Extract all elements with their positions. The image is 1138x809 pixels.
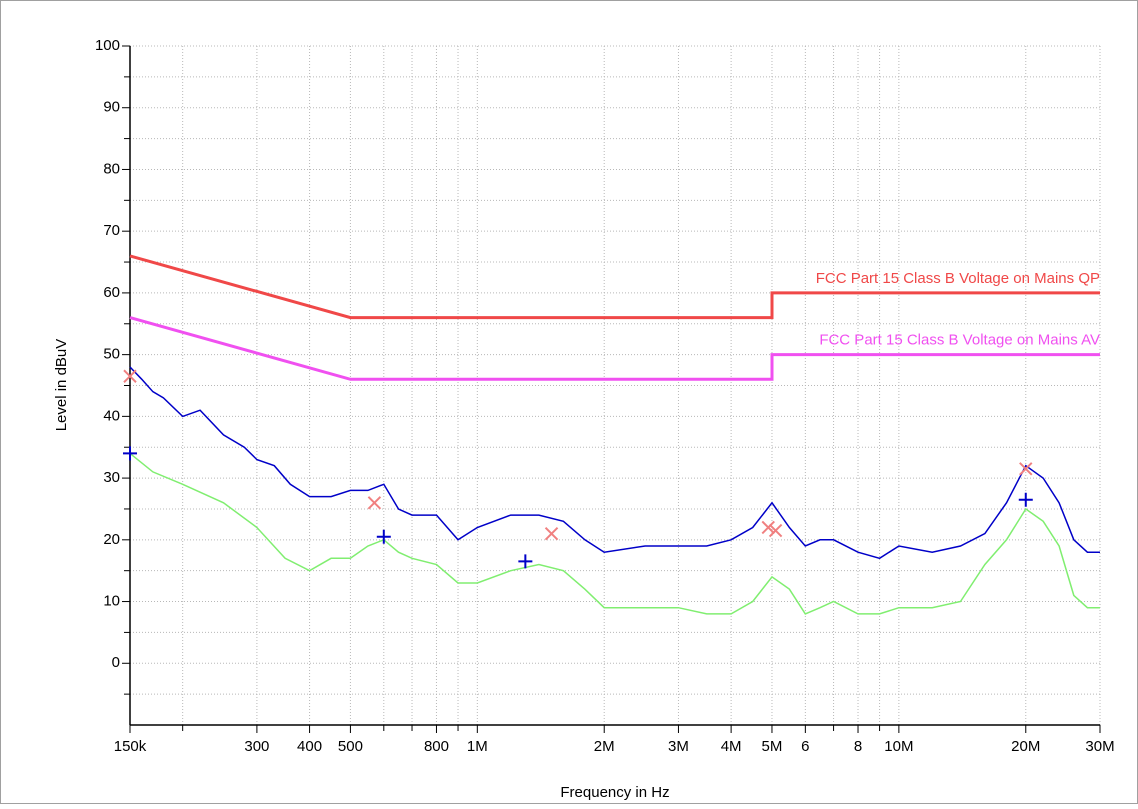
y-tick-label: 60 [103, 284, 120, 301]
trace [129, 366, 1100, 560]
trace [129, 254, 1100, 320]
x-tick-label: 800 [424, 738, 449, 755]
y-tick-label: 40 [103, 407, 120, 424]
limit-label: FCC Part 15 Class B Voltage on Mains QP [816, 270, 1100, 287]
limit-label: FCC Part 15 Class B Voltage on Mains AV [819, 332, 1100, 349]
marker [768, 523, 783, 538]
x-tick-label: 500 [338, 738, 363, 755]
trace [129, 452, 1100, 615]
marker [518, 554, 533, 569]
marker [544, 526, 559, 541]
y-tick-label: 30 [103, 469, 120, 486]
y-tick-label: 80 [103, 160, 120, 177]
x-tick-label: 20M [1011, 738, 1040, 755]
y-tick-label: 0 [112, 654, 120, 671]
y-tick-label: 20 [103, 531, 120, 548]
x-axis-label: Frequency in Hz [560, 784, 669, 801]
x-tick-label: 150k [114, 738, 147, 755]
x-tick-label: 2M [594, 738, 615, 755]
marker [123, 446, 137, 461]
marker [1019, 462, 1033, 476]
marker [761, 520, 775, 535]
x-tick-label: 300 [244, 738, 269, 755]
marker [123, 369, 137, 383]
y-tick-label: 70 [103, 222, 120, 239]
y-tick-label: 90 [103, 99, 120, 116]
x-tick-label: 30M [1085, 738, 1114, 755]
x-tick-label: 8 [854, 738, 862, 755]
x-tick-label: 4M [721, 738, 742, 755]
marker [367, 496, 382, 510]
y-tick-label: 100 [95, 37, 120, 54]
x-tick-label: 3M [668, 738, 689, 755]
x-tick-label: 5M [762, 738, 783, 755]
y-axis-label: Level in dBuV [53, 339, 70, 432]
x-tick-label: 1M [467, 738, 488, 755]
marker [376, 529, 391, 544]
y-tick-label: 50 [103, 346, 120, 363]
y-tick-label: 10 [103, 593, 120, 610]
trace [129, 316, 1100, 381]
marker [1018, 492, 1033, 507]
x-tick-label: 6 [801, 738, 809, 755]
x-tick-label: 400 [297, 738, 322, 755]
x-tick-label: 10M [884, 738, 913, 755]
